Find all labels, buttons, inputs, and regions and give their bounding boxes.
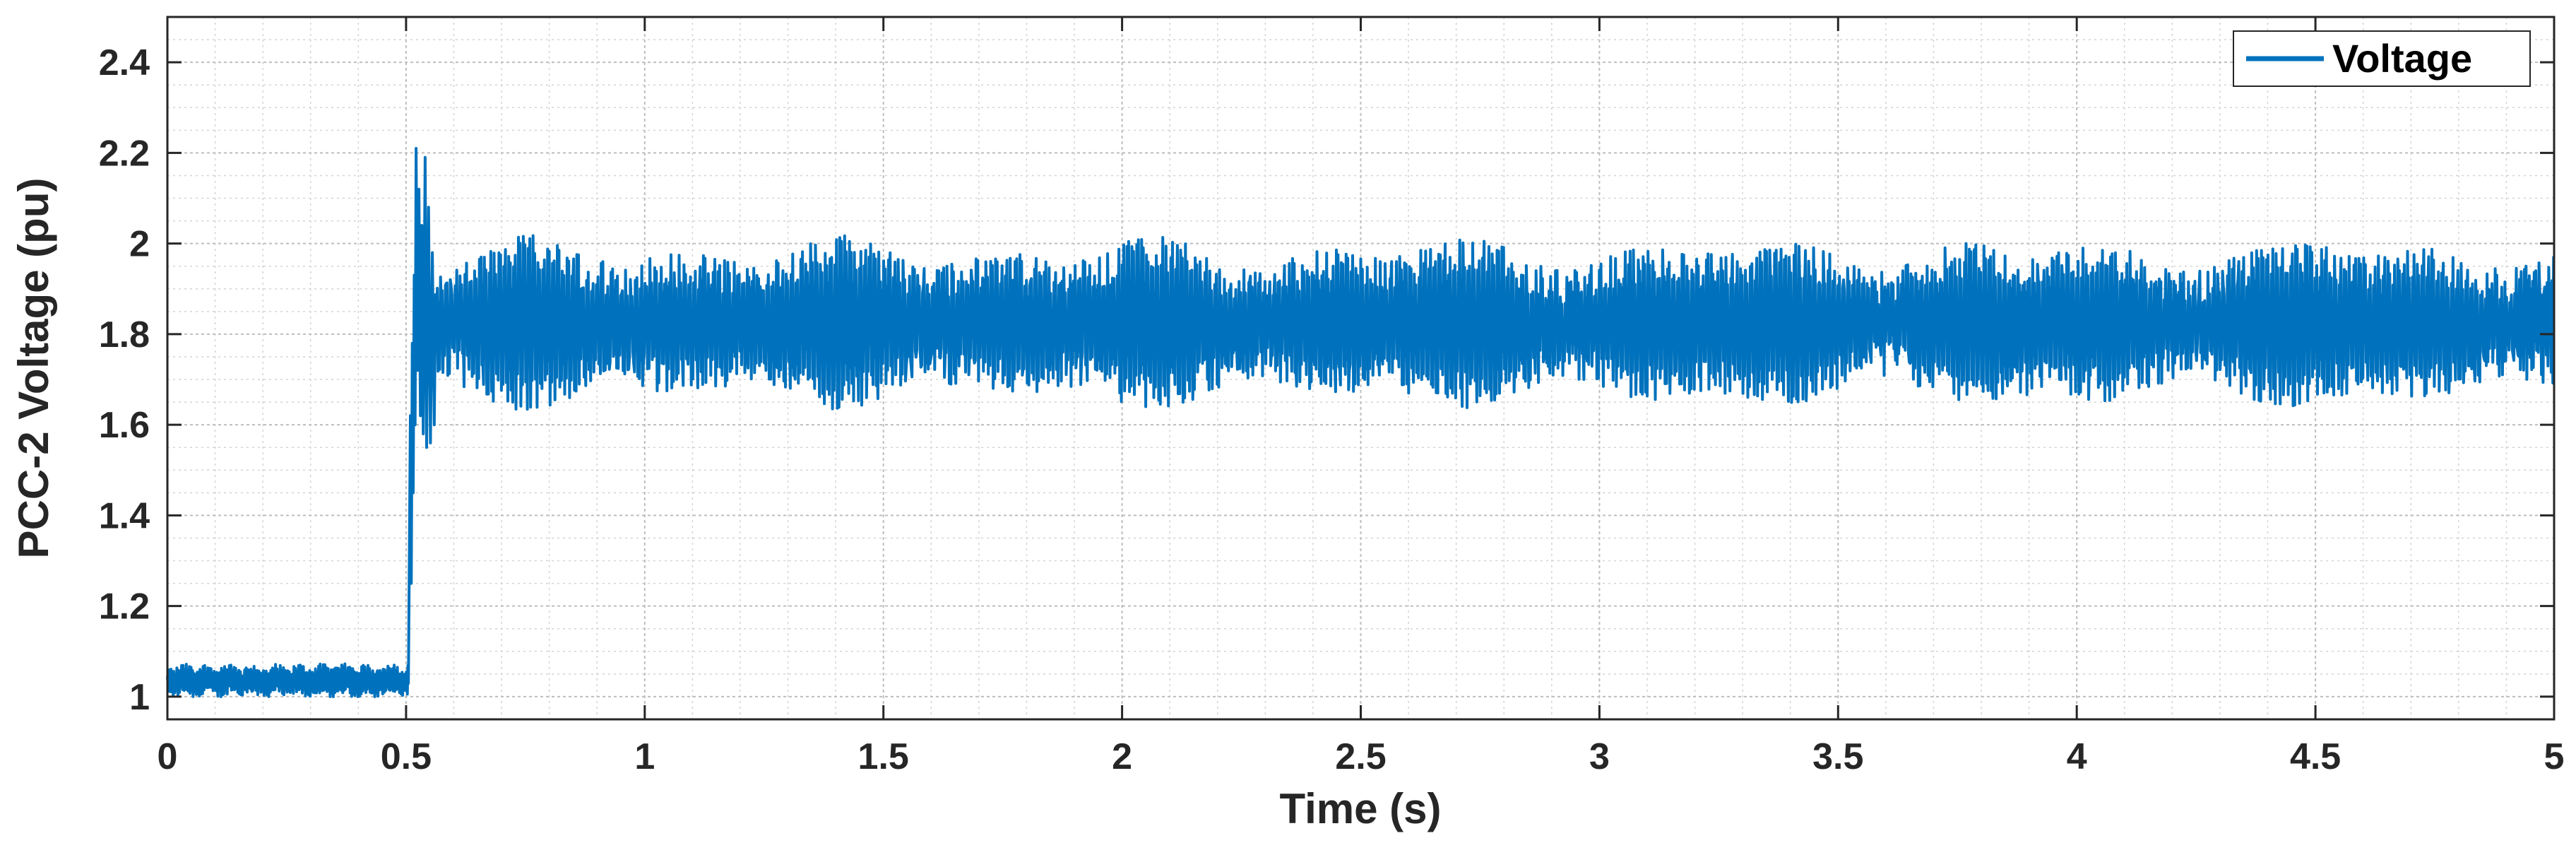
y-tick-label: 1.4 (99, 495, 150, 536)
x-tick-label: 3.5 (1812, 736, 1863, 777)
x-tick-label: 0 (158, 736, 178, 777)
legend: Voltage (2233, 30, 2531, 87)
y-tick-label: 1 (129, 677, 150, 718)
series-layer (166, 147, 2556, 698)
x-tick-label: 2.5 (1335, 736, 1386, 777)
x-tick-label: 1.5 (858, 736, 909, 777)
y-tick-label: 2.4 (99, 42, 150, 83)
y-tick-label: 2.2 (99, 133, 150, 174)
x-axis-title: Time (s) (1280, 785, 1442, 832)
voltage-series-line (166, 147, 2556, 698)
x-tick-label: 5 (2544, 736, 2565, 777)
x-tick-label: 4.5 (2290, 736, 2341, 777)
x-tick-label: 2 (1112, 736, 1132, 777)
x-tick-labels: 0 0.5 1 1.5 2 2.5 3 3.5 4 4.5 5 (158, 736, 2565, 777)
x-tick-label: 4 (2067, 736, 2087, 777)
y-tick-label: 1.2 (99, 586, 150, 627)
y-tick-label: 1.6 (99, 405, 150, 446)
legend-label-voltage: Voltage (2332, 36, 2472, 81)
y-tick-label: 1.8 (99, 314, 150, 355)
x-tick-label: 0.5 (381, 736, 432, 777)
x-tick-label: 3 (1589, 736, 1610, 777)
y-axis-title: PCC-2 Voltage (pu) (10, 178, 57, 559)
y-tick-labels: 1 1.2 1.4 1.6 1.8 2 2.2 2.4 (99, 42, 150, 718)
x-tick-label: 1 (634, 736, 655, 777)
y-tick-label: 2 (129, 224, 150, 265)
axis-ticks (166, 17, 2556, 719)
